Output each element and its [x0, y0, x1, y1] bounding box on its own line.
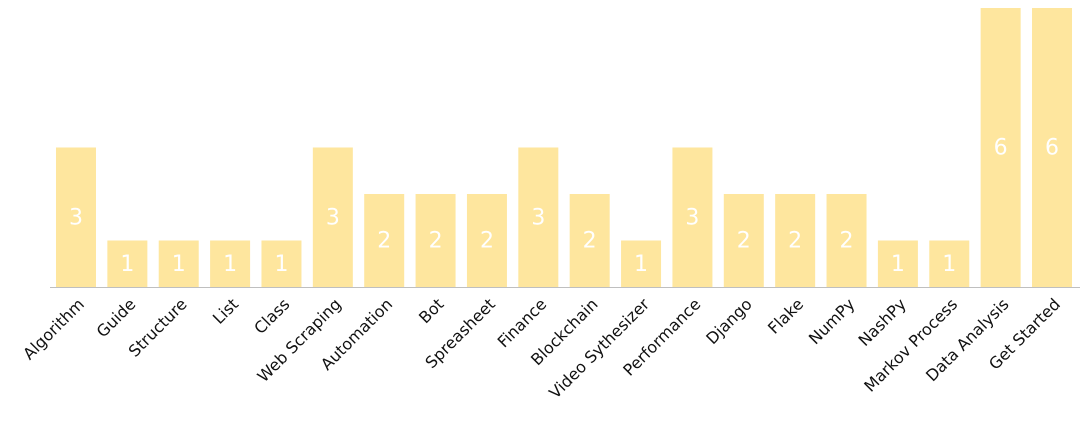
- bar: [621, 240, 662, 287]
- value-label: 2: [737, 229, 751, 254]
- value-label: 1: [274, 252, 288, 277]
- value-label: 3: [69, 205, 83, 230]
- value-label: 2: [480, 229, 494, 254]
- x-tick-label: List: [209, 295, 242, 328]
- value-label: 2: [377, 229, 391, 254]
- bar: [210, 240, 251, 287]
- bar: [518, 147, 559, 287]
- bar: [723, 194, 764, 287]
- x-tick-label: Markov Process: [860, 295, 961, 396]
- bar: [158, 240, 199, 287]
- bar: [261, 240, 302, 287]
- value-label: 3: [685, 205, 699, 230]
- bar: [1032, 8, 1073, 287]
- bar: [415, 194, 456, 287]
- bar: [466, 194, 507, 287]
- x-tick-label: Guide: [93, 295, 140, 342]
- bar: [107, 240, 148, 287]
- value-label: 6: [994, 136, 1008, 161]
- value-label: 1: [634, 252, 648, 277]
- value-label: 2: [788, 229, 802, 254]
- bar: [826, 194, 867, 287]
- bar: [312, 147, 353, 287]
- bar: [775, 194, 816, 287]
- x-tick-label: Django: [702, 295, 755, 348]
- bar: [364, 194, 405, 287]
- value-label: 3: [531, 205, 545, 230]
- x-tick-label: Class: [250, 295, 293, 338]
- value-label: 1: [942, 252, 956, 277]
- value-label: 2: [429, 229, 443, 254]
- value-label: 2: [840, 229, 854, 254]
- x-tick-label: Algorithm: [19, 295, 88, 364]
- value-label: 3: [326, 205, 340, 230]
- value-label: 2: [583, 229, 597, 254]
- value-label: 1: [223, 252, 237, 277]
- value-label: 1: [120, 252, 134, 277]
- value-label: 6: [1045, 136, 1059, 161]
- bar: [980, 8, 1021, 287]
- value-label: 1: [172, 252, 186, 277]
- bar: [877, 240, 918, 287]
- x-tick-label: Bot: [415, 295, 448, 328]
- bar: [672, 147, 713, 287]
- bar: [569, 194, 610, 287]
- bar: [55, 147, 96, 287]
- x-tick-label: Flake: [764, 295, 807, 338]
- value-label: 1: [891, 252, 905, 277]
- bar: [929, 240, 970, 287]
- x-tick-label: NumPy: [805, 295, 859, 349]
